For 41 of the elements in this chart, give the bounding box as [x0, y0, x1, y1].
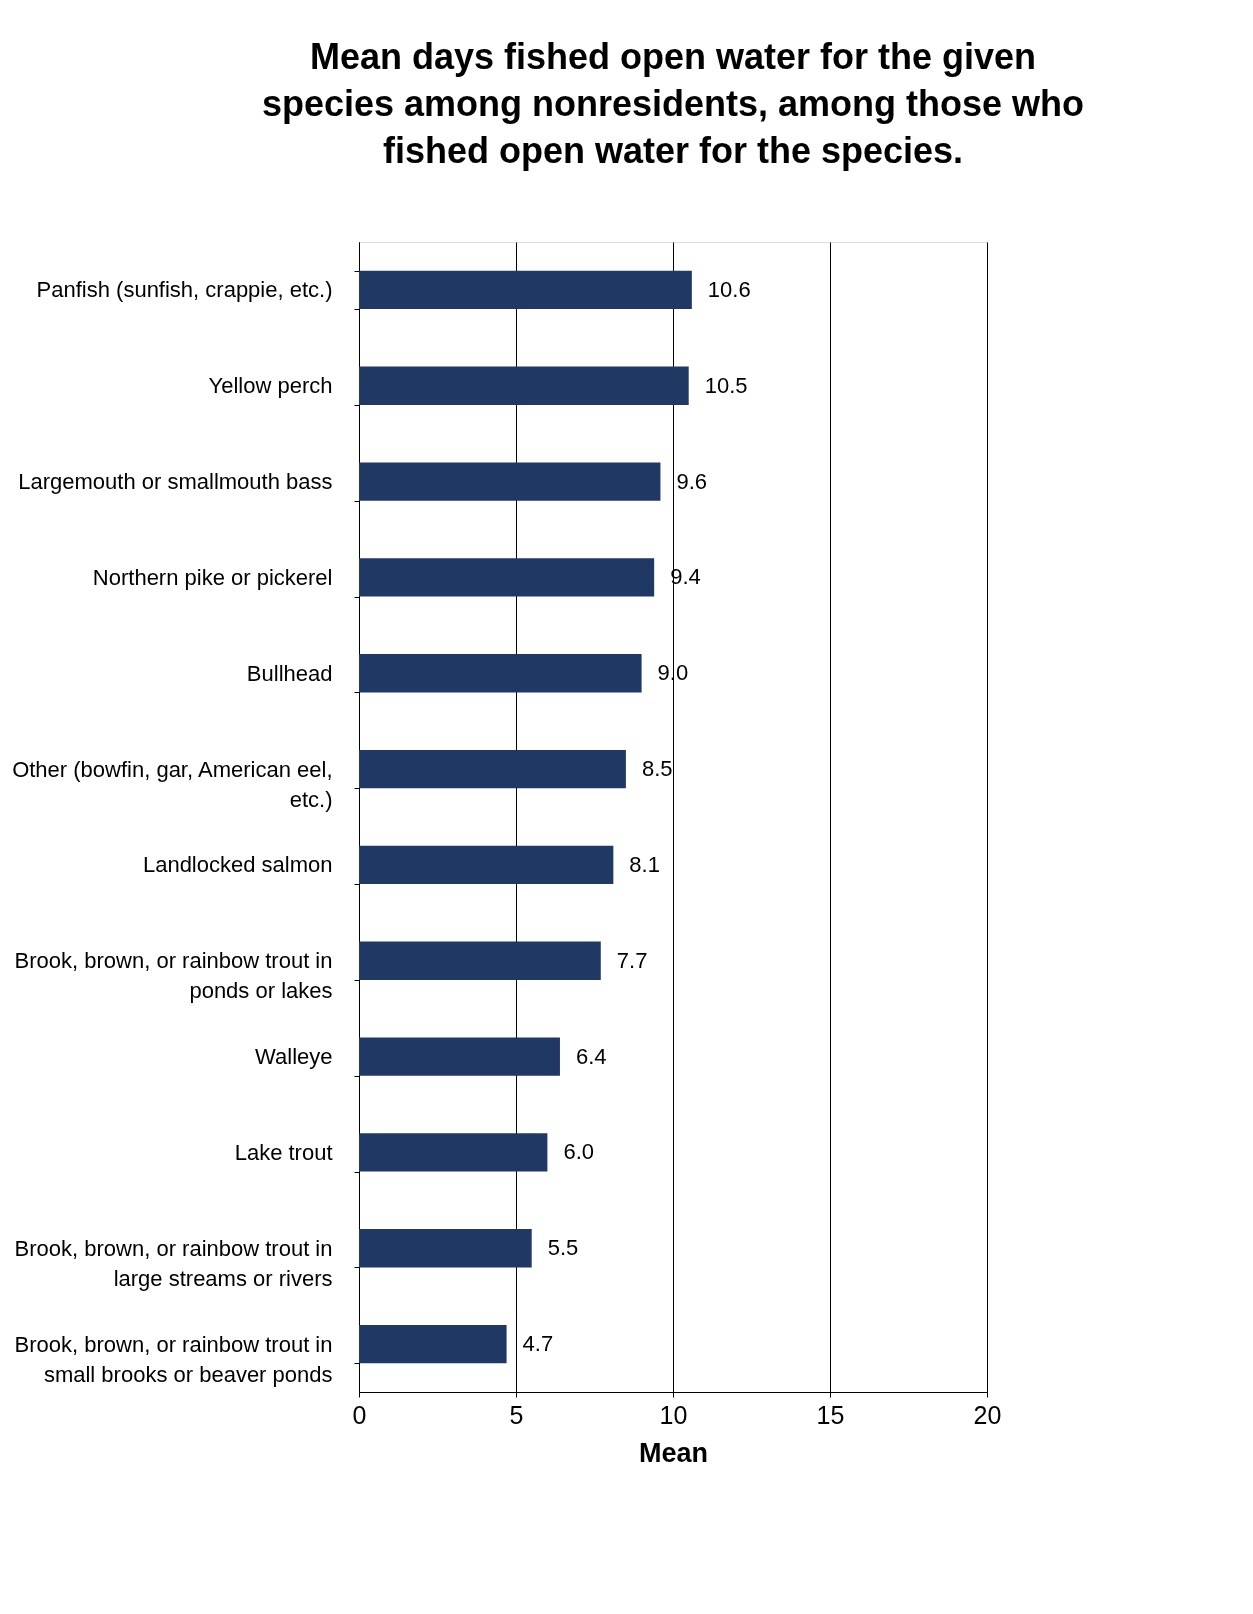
- bar: [359, 462, 661, 501]
- x-axis-title: Mean: [638, 1437, 709, 1468]
- y-tick-label: Other (bowfin, gar, American eel, etc.): [12, 756, 333, 812]
- data-label: 6.0: [563, 1139, 594, 1165]
- y-tick-label: Panfish (sunfish, crappie, etc.): [36, 277, 333, 303]
- bar: [359, 749, 626, 789]
- bar: [359, 1229, 532, 1268]
- y-tick-label: Northern pike or pickerel: [92, 564, 333, 590]
- y-tick-label: Bullhead: [246, 660, 333, 686]
- bar: [359, 1037, 560, 1076]
- chart-title: Mean days fished open water for the given species among nonresidents, among those who fished open water for the species.: [261, 36, 1085, 171]
- data-label: 4.7: [522, 1331, 554, 1357]
- y-tick-label: Brook, brown, or rainbow trout in large streams or rivers: [14, 1235, 333, 1291]
- x-tick-label: 10: [659, 1400, 688, 1429]
- bar: [359, 558, 655, 597]
- data-label: 10.5: [704, 372, 748, 398]
- data-label: 5.5: [547, 1235, 579, 1261]
- data-label: 7.7: [616, 947, 648, 973]
- x-tick-label: 15: [816, 1400, 845, 1429]
- bar: [359, 941, 601, 980]
- data-label: 6.4: [575, 1043, 607, 1069]
- data-label: 10.6: [707, 276, 751, 302]
- data-label: 9.6: [676, 468, 708, 494]
- bar: [359, 366, 689, 405]
- bar: [359, 845, 614, 885]
- bar: [359, 654, 642, 693]
- x-tick-label: 0: [352, 1400, 367, 1429]
- y-tick-label: Largemouth or smallmouth bass: [18, 469, 333, 495]
- y-tick-label: Landlocked salmon: [142, 852, 333, 878]
- bar: [359, 270, 692, 310]
- data-label: 8.5: [641, 756, 673, 782]
- x-tick-label: 5: [509, 1400, 524, 1429]
- y-tick-label: Walleye: [255, 1044, 333, 1070]
- y-tick-label: Brook, brown, or rainbow trout in ponds or lakes: [14, 948, 333, 1004]
- bar: [359, 1133, 548, 1172]
- data-label: 8.1: [629, 851, 660, 877]
- y-tick-label: Lake trout: [234, 1139, 333, 1165]
- y-tick-label: Yellow perch: [208, 373, 333, 399]
- x-tick-label: 20: [973, 1400, 1002, 1429]
- bar: [359, 1324, 507, 1364]
- y-tick-label: Brook, brown, or rainbow trout in small brooks or beaver ponds: [14, 1331, 333, 1387]
